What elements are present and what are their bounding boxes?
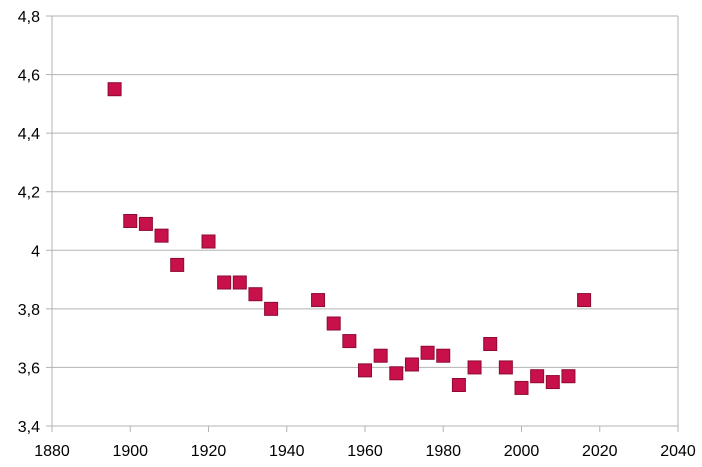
- y-axis-tick-labels: 3,4 3,6 3,8 4 4,2 4,4 4,6 4,8: [18, 9, 40, 436]
- y-tick-label: 3,8: [18, 302, 40, 319]
- data-point: [358, 363, 372, 378]
- y-tick-label: 3,4: [18, 419, 40, 436]
- data-point: [451, 378, 466, 392]
- x-tick-label: 2040: [660, 443, 696, 460]
- data-point: [545, 375, 560, 390]
- data-point: [514, 380, 529, 395]
- plot-frame: [46, 15, 679, 432]
- data-point: [420, 345, 435, 360]
- data-points: [107, 82, 592, 395]
- data-point: [467, 360, 482, 375]
- data-point: [232, 275, 247, 290]
- x-tick-label: 1880: [34, 443, 70, 460]
- y-tick-label: 3,6: [18, 360, 40, 377]
- data-point: [326, 316, 341, 331]
- data-point: [373, 348, 388, 363]
- data-point: [404, 357, 419, 372]
- y-tick-label: 4: [31, 243, 40, 260]
- y-tick-label: 4,2: [18, 185, 40, 202]
- x-tick-label: 2000: [504, 443, 540, 460]
- data-point: [123, 214, 138, 228]
- data-point: [107, 82, 122, 97]
- x-tick-label: 2020: [582, 443, 618, 460]
- data-point: [436, 348, 451, 363]
- y-tick-label: 4,6: [18, 68, 40, 85]
- data-point: [217, 275, 232, 290]
- data-point: [154, 228, 169, 243]
- x-tick-label: 1940: [269, 443, 305, 460]
- x-tick-label: 1980: [425, 443, 461, 460]
- x-axis-tick-labels: 1880 1900 1920 1940 1960 1980 2000 2020 2040: [34, 443, 696, 460]
- x-tick-label: 1900: [112, 443, 148, 460]
- data-point: [342, 334, 357, 349]
- gridlines: [52, 15, 678, 427]
- data-point: [264, 301, 279, 316]
- y-tick-label: 4,8: [18, 9, 40, 26]
- data-point: [138, 216, 153, 231]
- data-point: [248, 287, 263, 302]
- x-tick-label: 1920: [191, 443, 227, 460]
- y-tick-label: 4,4: [18, 126, 40, 143]
- data-point: [170, 257, 185, 272]
- data-point: [498, 360, 513, 375]
- data-point: [577, 293, 592, 308]
- data-point: [201, 234, 216, 249]
- data-point: [483, 337, 498, 351]
- x-tick-label: 1960: [347, 443, 383, 460]
- data-point: [389, 366, 404, 381]
- data-point: [530, 369, 545, 384]
- data-point: [311, 293, 326, 308]
- data-point: [561, 369, 576, 384]
